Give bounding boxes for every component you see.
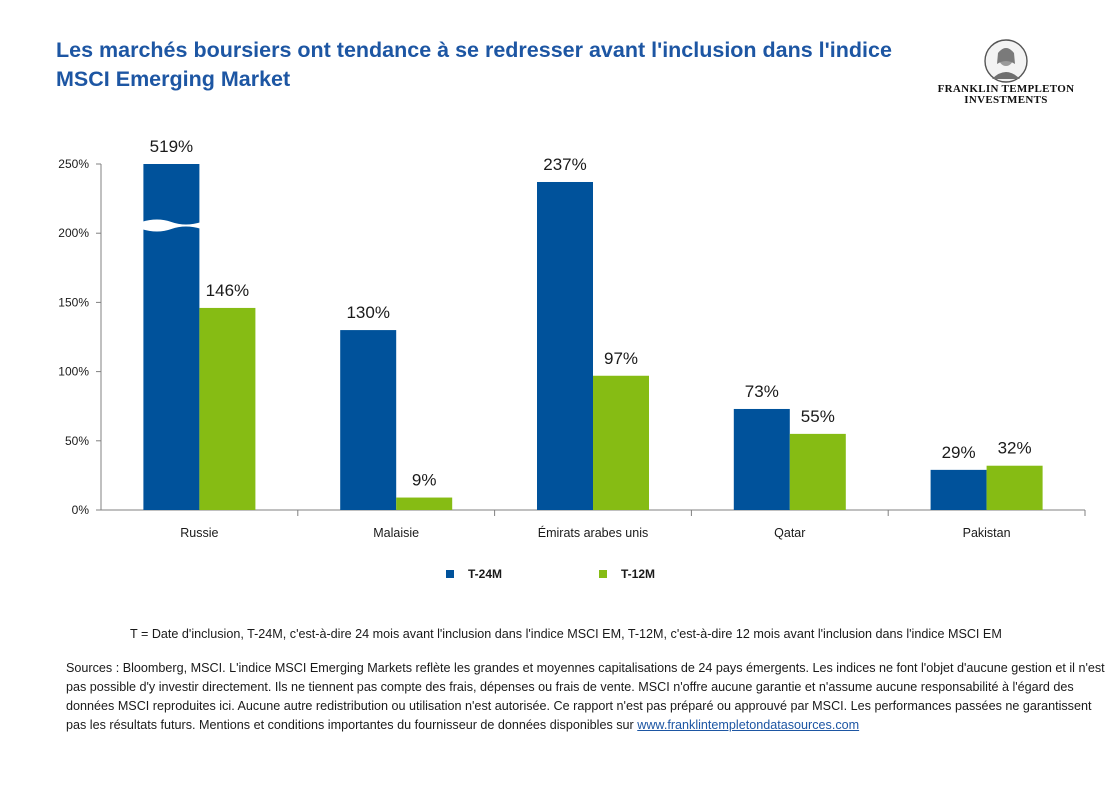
page-title: Les marchés boursiers ont tendance à se … [56,38,892,91]
axis-break-mark [141,219,202,232]
bar-t-12m-3 [789,433,846,510]
y-tick-label: 200% [58,226,89,240]
bar-t-12m-4 [986,465,1043,510]
x-tick-label: Russie [180,526,218,540]
y-tick-label: 0% [72,503,90,517]
legend-item-t24m: T-24M [446,567,502,581]
bar-t-12m-1 [396,497,453,510]
bar-t-24m-1 [340,330,397,510]
brand-logo: FRANKLIN TEMPLETON INVESTMENTS [932,38,1080,106]
bar-t-12m-2 [593,375,649,510]
data-label: 55% [801,407,835,426]
chart-footnote: T = Date d'inclusion, T-24M, c'est-à-dir… [130,627,1002,641]
legend-swatch-t12m [599,570,607,578]
data-label: 32% [998,439,1032,458]
bar-t-12m-0 [199,307,256,510]
brand-name: FRANKLIN TEMPLETON [937,83,1075,95]
x-tick-label: Émirats arabes unis [538,525,648,540]
x-tick-label: Malaisie [373,526,419,540]
data-label: 29% [942,443,976,462]
bar-chart: 0% 50% 100% 150% 200% 250% Russie Malaisie Émira… [58,137,1086,540]
legend-swatch-t24m [446,570,454,578]
data-label: 9% [412,471,437,490]
sources-note: Sources : Bloomberg, MSCI. L'indice MSCI… [66,659,1106,735]
data-label: 97% [604,349,638,368]
data-label: 519% [150,137,193,156]
bar-t-24m-4 [930,469,987,510]
y-tick-label: 50% [65,434,89,448]
bar-t-24m-0 [143,164,200,510]
bar-t-24m-2 [537,181,593,510]
data-label: 237% [543,155,586,174]
legend-label-t24m: T-24M [468,567,503,581]
brand-subname: INVESTMENTS [964,94,1048,106]
x-tick-label: Pakistan [963,526,1011,540]
data-label: 130% [346,303,389,322]
data-label: 146% [206,281,249,300]
data-sources-link[interactable]: www.franklintempletondatasources.com [637,718,860,732]
bar-t-24m-3 [733,408,790,510]
portrait-icon [984,39,1028,83]
y-tick-label: 150% [58,295,89,309]
x-tick-label: Qatar [774,526,805,540]
legend-item-t12m: T-12M [599,567,655,581]
sources-text: Sources : Bloomberg, MSCI. L'indice MSCI… [66,661,1105,732]
y-tick-label: 250% [58,157,89,171]
data-label: 73% [745,382,779,401]
y-tick-label: 100% [58,365,89,379]
legend-label-t12m: T-12M [621,567,656,581]
